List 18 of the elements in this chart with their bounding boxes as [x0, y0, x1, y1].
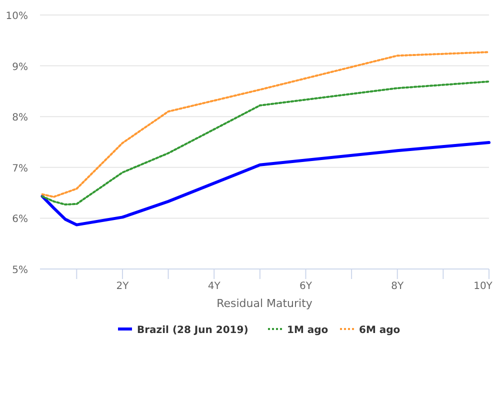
y-tick-label: 5% [12, 265, 28, 276]
legend-label: 1M ago [287, 325, 328, 336]
line-series [41, 51, 490, 198]
y-tick-label: 7% [12, 163, 28, 174]
y-tick-label: 6% [12, 214, 28, 226]
x-axis-title: Residual Maturity [216, 297, 313, 310]
x-tick-label: 10Y [474, 281, 494, 292]
x-tick-label: 4Y [208, 281, 222, 292]
x-tick-label: 2Y [116, 281, 130, 292]
x-tick-label: 8Y [391, 281, 404, 292]
line-series [41, 80, 490, 206]
legend-label: Brazil (28 Jun 2019) [137, 325, 248, 336]
line-series [40, 141, 490, 226]
legend-label: 6M ago [359, 325, 400, 336]
x-tick-label: 6Y [299, 281, 313, 292]
y-tick-label: 9% [12, 62, 28, 73]
y-tick-label: 10% [6, 11, 28, 22]
y-tick-label: 8% [12, 112, 28, 124]
